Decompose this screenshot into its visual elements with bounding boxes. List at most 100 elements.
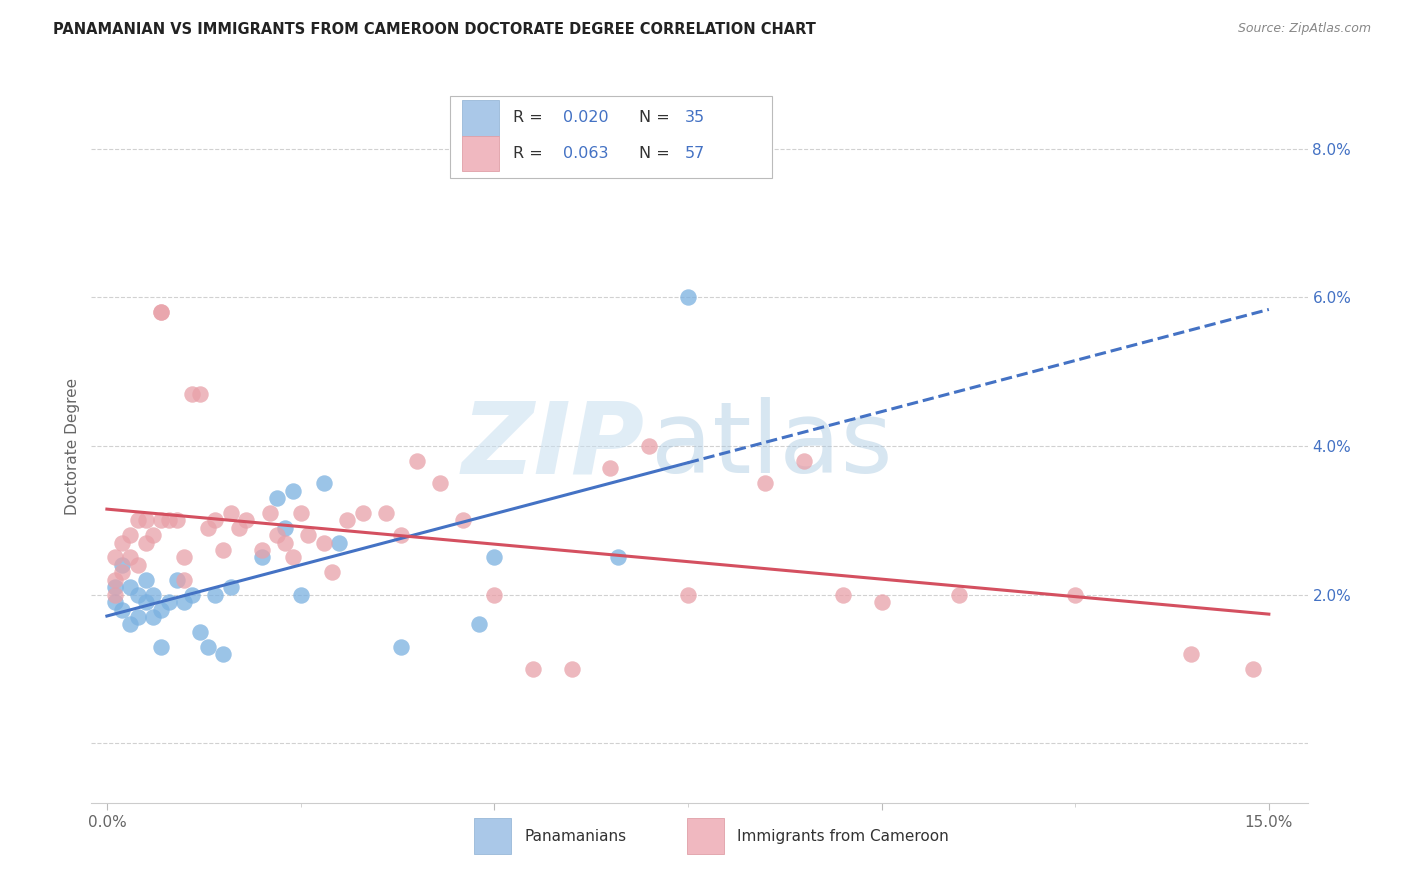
Point: [212, 647, 235, 661]
Point: [948, 588, 970, 602]
Point: [522, 662, 544, 676]
Point: [212, 543, 235, 558]
Point: [870, 595, 893, 609]
Point: [235, 513, 257, 527]
Text: 0.063: 0.063: [564, 146, 609, 161]
Text: N =: N =: [638, 146, 675, 161]
Point: [389, 528, 412, 542]
Point: [104, 550, 127, 565]
Point: [142, 610, 165, 624]
Point: [188, 624, 211, 639]
Point: [281, 483, 304, 498]
Text: PANAMANIAN VS IMMIGRANTS FROM CAMEROON DOCTORATE DEGREE CORRELATION CHART: PANAMANIAN VS IMMIGRANTS FROM CAMEROON D…: [53, 22, 817, 37]
Point: [482, 588, 505, 602]
Point: [111, 535, 134, 549]
Point: [467, 617, 489, 632]
Point: [135, 513, 157, 527]
Point: [142, 588, 165, 602]
Text: atlas: atlas: [651, 398, 893, 494]
Point: [104, 588, 127, 602]
Point: [482, 550, 505, 565]
Point: [374, 506, 396, 520]
Point: [120, 528, 142, 542]
Point: [197, 521, 219, 535]
Point: [793, 454, 815, 468]
Text: R =: R =: [513, 111, 548, 125]
Point: [104, 580, 127, 594]
Text: Panamanians: Panamanians: [524, 829, 627, 844]
Point: [173, 573, 195, 587]
Point: [104, 573, 127, 587]
FancyBboxPatch shape: [474, 819, 510, 855]
Point: [676, 290, 699, 304]
Point: [321, 566, 343, 580]
Point: [1180, 647, 1202, 661]
Text: Immigrants from Cameroon: Immigrants from Cameroon: [737, 829, 949, 844]
Point: [599, 461, 621, 475]
Point: [111, 602, 134, 616]
Point: [135, 573, 157, 587]
Point: [150, 640, 173, 654]
Point: [127, 558, 149, 572]
Point: [150, 305, 173, 319]
Point: [127, 610, 149, 624]
Point: [352, 506, 374, 520]
Point: [173, 595, 195, 609]
Point: [150, 305, 173, 319]
Point: [389, 640, 412, 654]
Point: [166, 513, 188, 527]
Point: [157, 595, 180, 609]
Point: [127, 513, 149, 527]
FancyBboxPatch shape: [463, 100, 499, 136]
FancyBboxPatch shape: [688, 819, 724, 855]
Point: [157, 513, 180, 527]
Point: [111, 558, 134, 572]
Point: [219, 580, 242, 594]
Point: [561, 662, 583, 676]
Point: [181, 387, 204, 401]
Point: [754, 476, 776, 491]
Text: 0.020: 0.020: [564, 111, 609, 125]
Point: [135, 535, 157, 549]
Point: [197, 640, 219, 654]
Point: [135, 595, 157, 609]
Point: [228, 521, 250, 535]
Point: [188, 387, 211, 401]
Point: [166, 573, 188, 587]
Point: [204, 513, 226, 527]
Point: [1241, 662, 1264, 676]
Point: [173, 550, 195, 565]
Point: [297, 528, 319, 542]
Point: [120, 617, 142, 632]
Point: [312, 476, 335, 491]
Point: [290, 506, 312, 520]
Point: [638, 439, 661, 453]
Point: [274, 521, 297, 535]
Point: [266, 528, 288, 542]
Point: [104, 595, 127, 609]
Point: [429, 476, 451, 491]
Y-axis label: Doctorate Degree: Doctorate Degree: [65, 377, 80, 515]
Point: [120, 580, 142, 594]
Point: [831, 588, 853, 602]
Text: ZIP: ZIP: [461, 398, 645, 494]
Text: N =: N =: [638, 111, 675, 125]
Point: [405, 454, 427, 468]
FancyBboxPatch shape: [463, 136, 499, 171]
Point: [250, 543, 273, 558]
FancyBboxPatch shape: [450, 96, 772, 178]
Point: [219, 506, 242, 520]
Point: [259, 506, 281, 520]
Point: [451, 513, 474, 527]
Text: 57: 57: [685, 146, 706, 161]
Point: [142, 528, 165, 542]
Point: [1064, 588, 1087, 602]
Point: [312, 535, 335, 549]
Point: [336, 513, 359, 527]
Text: 35: 35: [685, 111, 704, 125]
Point: [150, 513, 173, 527]
Text: Source: ZipAtlas.com: Source: ZipAtlas.com: [1237, 22, 1371, 36]
Point: [127, 588, 149, 602]
Point: [266, 491, 288, 505]
Point: [676, 588, 699, 602]
